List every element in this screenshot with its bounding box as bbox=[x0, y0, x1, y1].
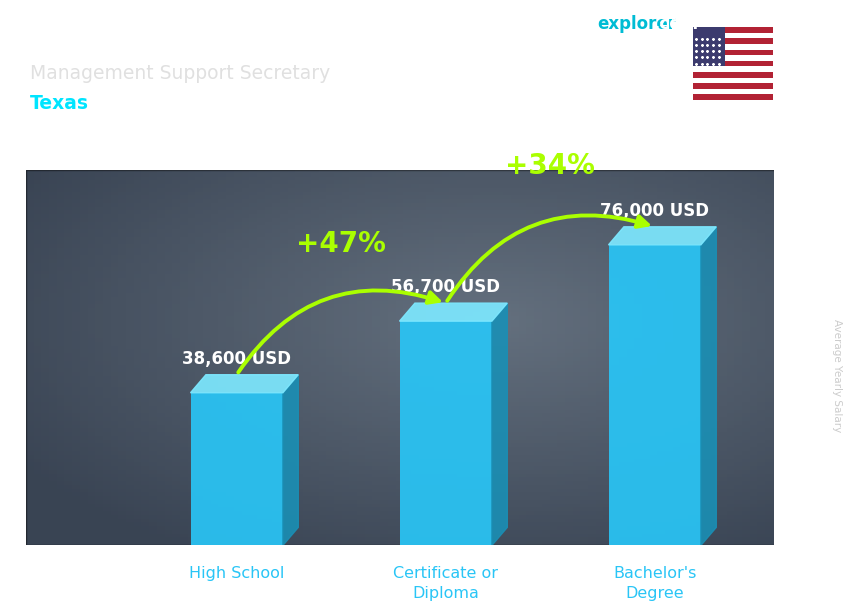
Bar bbox=[190, 393, 283, 545]
Text: +34%: +34% bbox=[505, 153, 595, 181]
Text: salary: salary bbox=[557, 15, 614, 33]
Text: 76,000 USD: 76,000 USD bbox=[600, 202, 709, 220]
Bar bbox=[693, 55, 774, 61]
Bar bbox=[693, 44, 774, 50]
Text: .com: .com bbox=[653, 15, 698, 33]
Bar bbox=[693, 27, 725, 67]
Bar bbox=[693, 72, 774, 78]
Polygon shape bbox=[400, 303, 507, 321]
Text: Management Support Secretary: Management Support Secretary bbox=[30, 64, 330, 82]
Polygon shape bbox=[283, 375, 298, 545]
Bar bbox=[693, 83, 774, 89]
Text: 56,700 USD: 56,700 USD bbox=[391, 278, 500, 296]
Polygon shape bbox=[609, 227, 717, 245]
Bar bbox=[693, 61, 774, 67]
Text: explorer: explorer bbox=[598, 15, 677, 33]
Bar bbox=[693, 78, 774, 83]
Text: 38,600 USD: 38,600 USD bbox=[182, 350, 292, 368]
Bar bbox=[693, 33, 774, 38]
Polygon shape bbox=[492, 303, 507, 545]
Bar bbox=[693, 95, 774, 100]
Text: Bachelor's
Degree: Bachelor's Degree bbox=[613, 566, 696, 601]
Bar bbox=[693, 67, 774, 72]
Bar bbox=[400, 321, 492, 545]
Bar bbox=[693, 89, 774, 95]
Polygon shape bbox=[190, 375, 298, 393]
Text: High School: High School bbox=[189, 566, 285, 581]
Text: Texas: Texas bbox=[30, 94, 88, 113]
Bar bbox=[609, 245, 701, 545]
FancyBboxPatch shape bbox=[26, 170, 796, 545]
Text: Salary Comparison By Education: Salary Comparison By Education bbox=[30, 15, 563, 43]
Text: +47%: +47% bbox=[297, 230, 386, 258]
Text: Certificate or
Diploma: Certificate or Diploma bbox=[394, 566, 498, 601]
Polygon shape bbox=[701, 227, 717, 545]
Bar bbox=[693, 50, 774, 55]
Text: Average Yearly Salary: Average Yearly Salary bbox=[832, 319, 842, 432]
Bar bbox=[693, 38, 774, 44]
Bar bbox=[693, 27, 774, 33]
